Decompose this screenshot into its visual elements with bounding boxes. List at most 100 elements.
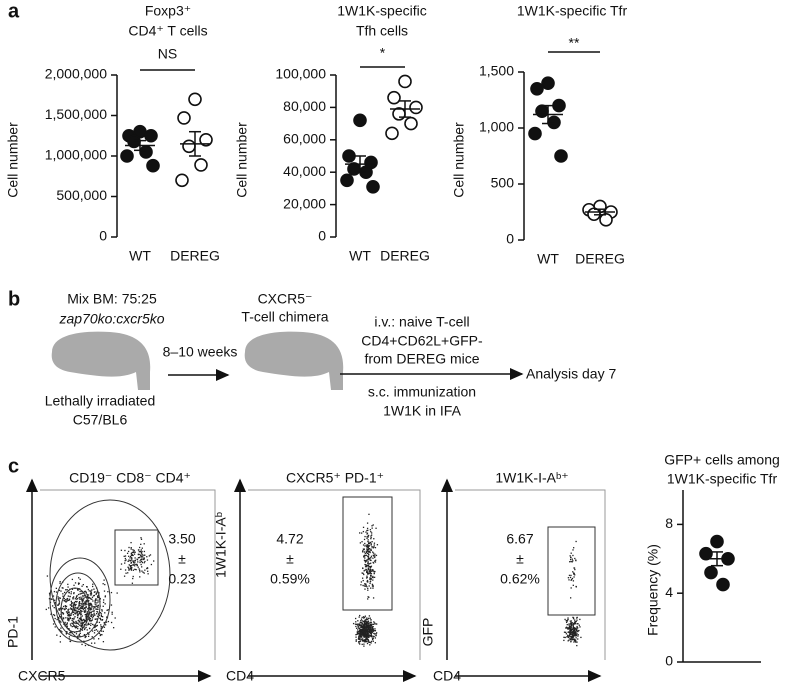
event-dot xyxy=(136,564,138,567)
x-tick-label: DEREG xyxy=(575,251,625,267)
event-dot xyxy=(363,636,365,638)
event-dot xyxy=(80,625,82,628)
event-dot xyxy=(137,561,139,563)
event-dot xyxy=(84,644,87,647)
mouse-icon xyxy=(244,331,344,390)
event-dot xyxy=(93,594,96,597)
event-dot xyxy=(87,594,90,596)
data-point xyxy=(541,76,555,90)
event-dot xyxy=(62,617,65,619)
event-dot xyxy=(90,608,93,610)
event-dot xyxy=(361,624,363,626)
event-dot xyxy=(372,625,374,628)
event-dot xyxy=(368,631,370,633)
event-dot xyxy=(101,609,103,611)
event-dot xyxy=(570,631,572,633)
event-dot xyxy=(111,611,113,613)
event-dot xyxy=(90,615,93,618)
event-dot xyxy=(564,618,566,621)
event-dot xyxy=(144,554,146,556)
event-dot xyxy=(95,592,98,595)
event-dot xyxy=(569,576,572,579)
event-dot xyxy=(140,551,142,554)
event-dot xyxy=(359,626,362,628)
event-dot xyxy=(84,603,87,605)
event-dot xyxy=(357,629,359,631)
event-dot xyxy=(69,595,71,598)
event-dot xyxy=(364,563,366,566)
event-dot xyxy=(574,630,576,632)
event-dot xyxy=(58,617,60,620)
event-dot xyxy=(364,636,366,638)
event-dot xyxy=(148,555,150,557)
significance: ** xyxy=(569,35,580,51)
event-dot xyxy=(128,546,130,549)
event-dot xyxy=(374,633,376,635)
event-dot xyxy=(372,629,374,631)
event-dot xyxy=(85,613,87,616)
event-dot xyxy=(86,612,88,615)
event-dot xyxy=(75,596,77,599)
event-dot xyxy=(80,606,83,608)
event-dot xyxy=(367,552,369,555)
event-dot xyxy=(364,583,366,585)
event-dot xyxy=(72,622,74,625)
event-dot xyxy=(74,616,76,618)
event-dot xyxy=(566,619,569,621)
event-dot xyxy=(107,591,109,593)
y-axis-label: Cell number xyxy=(451,122,467,198)
event-dot xyxy=(101,626,103,628)
event-dot xyxy=(68,618,70,620)
event-dot xyxy=(363,626,366,628)
event-dot xyxy=(99,597,101,600)
event-dot xyxy=(81,605,83,607)
event-dot xyxy=(128,555,130,557)
event-dot xyxy=(367,555,369,557)
event-dot xyxy=(361,620,363,622)
event-dot xyxy=(94,618,97,620)
event-dot xyxy=(84,636,86,639)
event-dot xyxy=(84,635,87,638)
event-dot xyxy=(362,550,364,552)
event-dot xyxy=(362,629,364,631)
event-dot xyxy=(72,620,74,622)
event-dot xyxy=(75,633,78,635)
event-dot xyxy=(371,583,374,586)
panel-label: b xyxy=(8,288,20,310)
event-dot xyxy=(93,632,96,634)
event-dot xyxy=(571,623,573,625)
event-dot xyxy=(370,628,372,630)
event-dot xyxy=(78,604,80,606)
event-dot xyxy=(131,582,134,584)
event-dot xyxy=(74,598,76,600)
event-dot xyxy=(360,632,362,635)
event-dot xyxy=(127,572,129,574)
event-dot xyxy=(356,632,359,634)
event-dot xyxy=(370,625,373,627)
event-dot xyxy=(64,622,66,625)
event-dot xyxy=(48,598,51,600)
event-dot xyxy=(84,590,86,592)
event-dot xyxy=(365,559,367,562)
event-dot xyxy=(79,605,81,607)
event-dot xyxy=(87,608,89,610)
event-dot xyxy=(363,570,365,572)
chart-title: CD4⁺ T cells xyxy=(128,23,207,39)
event-dot xyxy=(570,552,572,554)
event-dot xyxy=(126,552,129,554)
event-dot xyxy=(59,608,61,610)
event-dot xyxy=(570,623,572,626)
event-dot xyxy=(375,632,378,634)
event-dot xyxy=(362,624,365,626)
event-dot xyxy=(59,582,61,584)
event-dot xyxy=(132,561,135,564)
event-dot xyxy=(52,595,55,597)
event-dot xyxy=(97,596,100,599)
event-dot xyxy=(76,611,78,613)
event-dot xyxy=(79,624,81,627)
event-dot xyxy=(82,606,84,608)
event-dot xyxy=(81,601,84,603)
event-dot xyxy=(369,541,372,544)
event-dot xyxy=(100,633,102,636)
event-dot xyxy=(82,596,84,598)
